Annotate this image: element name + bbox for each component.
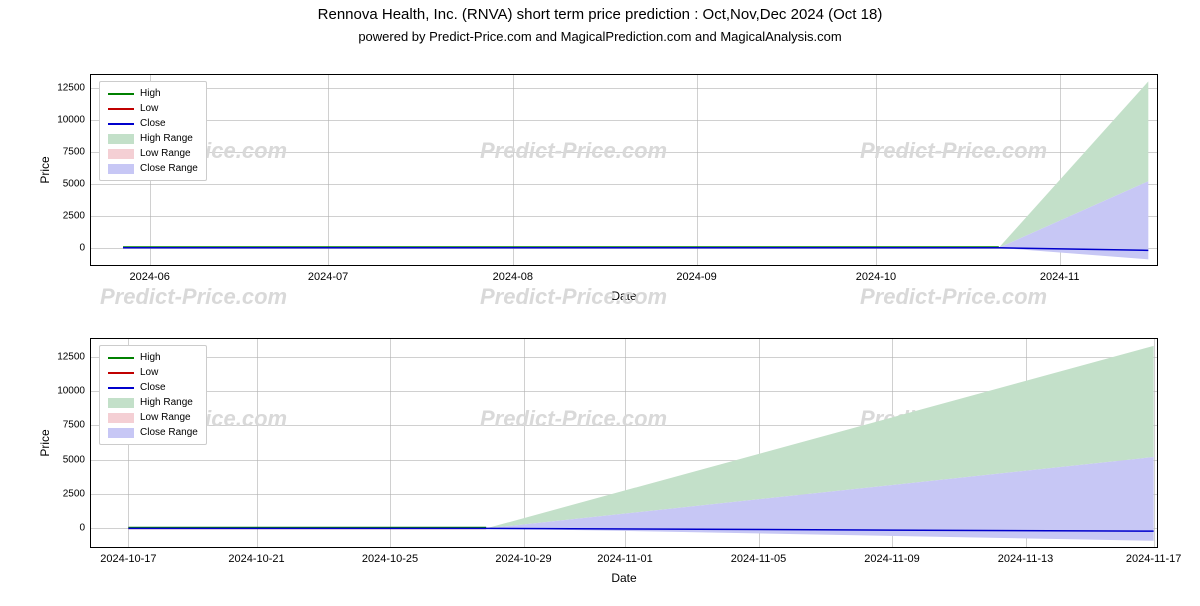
legend-swatch xyxy=(108,134,134,144)
legend-swatch xyxy=(108,428,134,438)
x-tick-label: 2024-10 xyxy=(856,271,896,283)
legend-item: High Range xyxy=(108,395,198,410)
x-axis-label-2: Date xyxy=(611,571,636,585)
legend-label: Close xyxy=(140,118,166,129)
chart-svg xyxy=(91,339,1159,549)
legend-label: High xyxy=(140,352,161,363)
legend-item: High xyxy=(108,86,198,101)
x-tick-label: 2024-11-13 xyxy=(998,553,1053,565)
x-tick-label: 2024-11-01 xyxy=(597,553,652,565)
x-tick-label: 2024-10-17 xyxy=(100,553,156,565)
y-tick-label: 12500 xyxy=(57,82,85,93)
x-tick-label: 2024-10-25 xyxy=(362,553,418,565)
legend-label: High Range xyxy=(140,397,193,408)
y-tick-label: 5000 xyxy=(63,454,85,465)
legend-label: Low Range xyxy=(140,412,191,423)
watermark: Predict-Price.com xyxy=(480,284,667,310)
legend-item: Low xyxy=(108,101,198,116)
legend-item: Close Range xyxy=(108,161,198,176)
y-tick-label: 0 xyxy=(79,242,85,253)
y-axis-label-2: Price xyxy=(38,429,52,456)
legend-item: High Range xyxy=(108,131,198,146)
x-tick-label: 2024-11-09 xyxy=(864,553,919,565)
legend-swatch xyxy=(108,164,134,174)
chart-svg xyxy=(91,75,1159,267)
legend-item: Close xyxy=(108,380,198,395)
x-tick-label: 2024-11-17 xyxy=(1126,553,1181,565)
legend-1: High Low Close High Range Low Range Close Ran… xyxy=(99,81,207,181)
x-tick-label: 2024-07 xyxy=(308,271,348,283)
legend-item: Low Range xyxy=(108,410,198,425)
y-tick-label: 2500 xyxy=(63,210,85,221)
y-tick-label: 7500 xyxy=(63,420,85,431)
x-tick-label: 2024-11 xyxy=(1040,271,1080,283)
legend-label: High xyxy=(140,88,161,99)
legend-swatch xyxy=(108,123,134,125)
legend-swatch xyxy=(108,357,134,359)
legend-label: Low Range xyxy=(140,148,191,159)
y-tick-label: 2500 xyxy=(63,489,85,500)
x-axis-label-1: Date xyxy=(611,289,636,303)
x-tick-label: 2024-10-21 xyxy=(228,553,284,565)
legend-item: Close xyxy=(108,116,198,131)
y-tick-label: 10000 xyxy=(57,114,85,125)
series-line xyxy=(123,248,1148,251)
legend-label: Close Range xyxy=(140,427,198,438)
y-tick-label: 0 xyxy=(79,523,85,534)
legend-label: Low xyxy=(140,103,158,114)
legend-swatch xyxy=(108,108,134,110)
legend-label: High Range xyxy=(140,133,193,144)
watermark: Predict-Price.com xyxy=(100,284,287,310)
legend-item: High xyxy=(108,350,198,365)
legend-item: Close Range xyxy=(108,425,198,440)
chart-title: Rennova Health, Inc. (RNVA) short term p… xyxy=(0,6,1200,23)
watermark: Predict-Price.com xyxy=(860,284,1047,310)
y-tick-label: 10000 xyxy=(57,386,85,397)
y-axis-label-1: Price xyxy=(38,156,52,183)
legend-item: Low Range xyxy=(108,146,198,161)
chart-panel-2: Price Date HighLowCloseHigh RangeLow Ran… xyxy=(90,338,1158,548)
legend-swatch xyxy=(108,149,134,159)
chart-panel-1: Price Date HighLowCloseHigh RangeLow Ran… xyxy=(90,74,1158,266)
x-tick-label: 2024-11-05 xyxy=(731,553,786,565)
y-tick-label: 7500 xyxy=(63,146,85,157)
y-tick-label: 5000 xyxy=(63,178,85,189)
legend-label: Close Range xyxy=(140,163,198,174)
legend-label: Close xyxy=(140,382,166,393)
x-tick-label: 2024-08 xyxy=(493,271,533,283)
legend-swatch xyxy=(108,93,134,95)
legend-swatch xyxy=(108,413,134,423)
legend-2: High Low Close High Range Low Range Close Ran… xyxy=(99,345,207,445)
legend-label: Low xyxy=(140,367,158,378)
legend-swatch xyxy=(108,387,134,389)
legend-swatch xyxy=(108,398,134,408)
legend-swatch xyxy=(108,372,134,374)
x-tick-label: 2024-10-29 xyxy=(495,553,551,565)
x-tick-label: 2024-06 xyxy=(130,271,170,283)
legend-item: Low xyxy=(108,365,198,380)
chart-subtitle: powered by Predict-Price.com and Magical… xyxy=(0,29,1200,44)
x-tick-label: 2024-09 xyxy=(676,271,716,283)
y-tick-label: 12500 xyxy=(57,351,85,362)
